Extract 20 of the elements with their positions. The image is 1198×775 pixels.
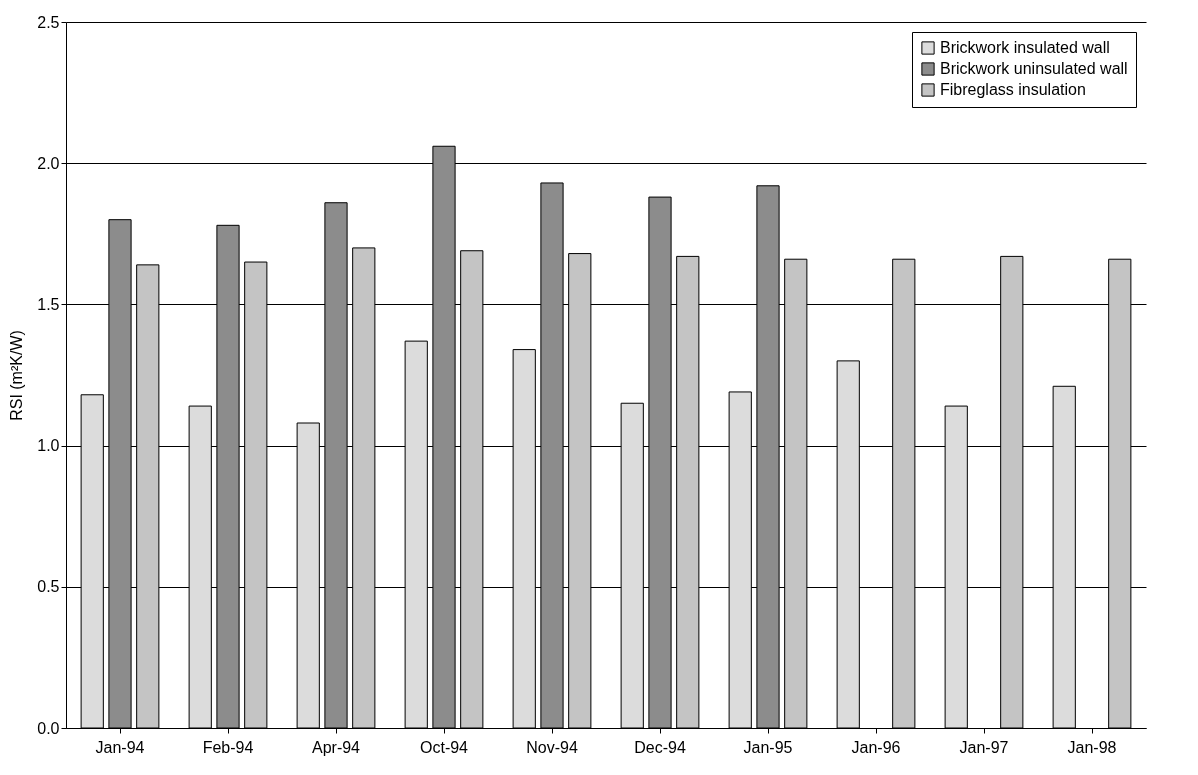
- x-tick-label: Jan-95: [743, 738, 793, 756]
- x-tick-label: Apr-94: [311, 738, 361, 756]
- y-axis-title: RSI (m²K/W): [8, 330, 26, 421]
- x-tick-label: Jan-94: [95, 738, 145, 756]
- legend-label: Brickwork uninsulated wall: [940, 60, 1128, 77]
- x-tick-label: Oct-94: [419, 738, 469, 756]
- x-tick-label: Jan-97: [959, 738, 1009, 756]
- y-tick-label: 2.0: [37, 154, 60, 172]
- y-tick-label: 0.0: [37, 719, 60, 737]
- legend-label: Fibreglass insulation: [940, 81, 1086, 98]
- y-tick-label: 1.0: [37, 437, 60, 455]
- legend-label: Brickwork insulated wall: [940, 39, 1110, 56]
- x-tick-label: Jan-98: [1067, 738, 1117, 756]
- x-tick-label: Jan-96: [851, 738, 901, 756]
- x-tick-label: Dec-94: [634, 738, 686, 756]
- x-tick-label: Feb-94: [202, 738, 254, 756]
- y-tick-label: 2.5: [37, 13, 60, 31]
- y-tick-label: 1.5: [37, 295, 60, 313]
- x-tick-label: Nov-94: [526, 738, 578, 756]
- y-tick-label: 0.5: [37, 578, 60, 596]
